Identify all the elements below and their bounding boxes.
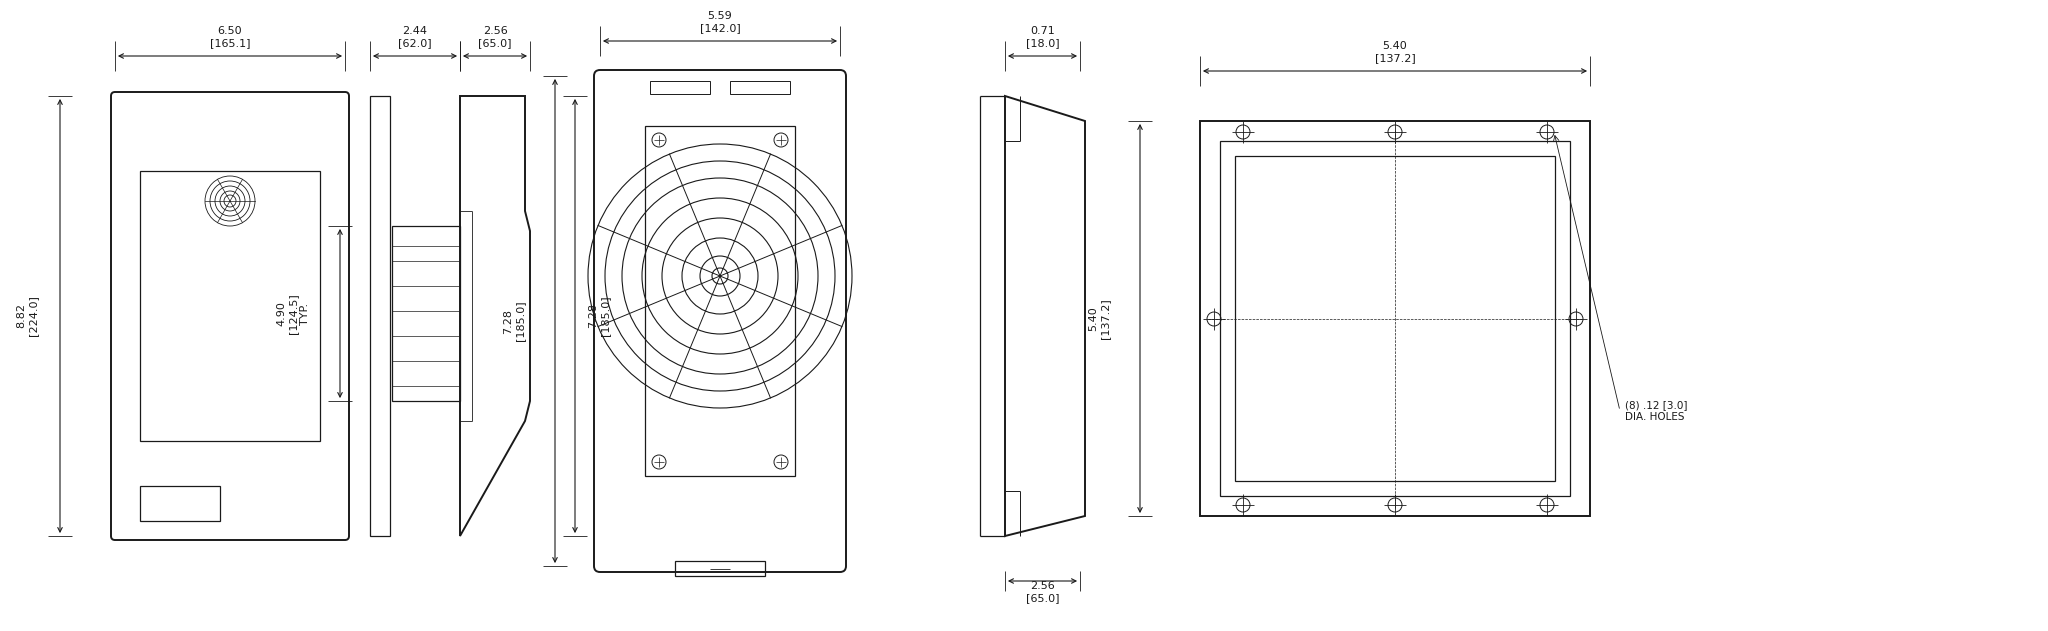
Bar [649,81,711,94]
Bar [371,96,389,536]
Text: 7.28
[185.0]: 7.28 [185.0] [504,301,524,341]
Text: 5.59
[142.0]: 5.59 [142.0] [700,11,741,33]
Bar [1235,156,1554,481]
Text: 0.71
[18.0]: 0.71 [18.0] [1026,27,1059,48]
Text: 5.40
[137.2]: 5.40 [137.2] [1374,42,1415,63]
Bar [139,486,219,521]
Text: 4.90
[124.5]
TYP.: 4.90 [124.5] TYP. [276,293,309,334]
Text: 2.56
[65.0]: 2.56 [65.0] [479,27,512,48]
Text: 5.40
[137.2]: 5.40 [137.2] [1087,298,1110,339]
Bar [645,126,795,476]
Text: (8) .12 [3.0]
DIA. HOLES: (8) .12 [3.0] DIA. HOLES [1624,400,1688,422]
Text: 6.50
[165.1]: 6.50 [165.1] [209,27,250,48]
Bar [139,171,319,441]
Bar [1200,121,1589,516]
Bar [729,81,791,94]
Text: 8.82
[224.0]: 8.82 [224.0] [16,295,39,336]
Bar [391,226,461,401]
Text: 7.28
[185.0]: 7.28 [185.0] [588,296,610,336]
Text: 2.56
[65.0]: 2.56 [65.0] [1026,581,1059,603]
Bar [1221,141,1571,496]
Bar [676,561,766,576]
Text: 2.44
[62.0]: 2.44 [62.0] [397,27,432,48]
